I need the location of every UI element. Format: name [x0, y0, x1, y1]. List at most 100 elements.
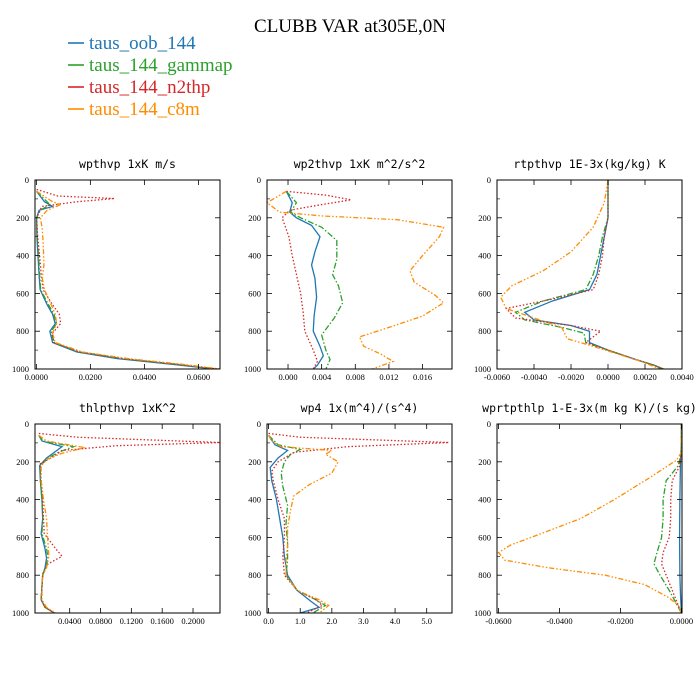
y-tick-label: 600: [16, 288, 29, 298]
panel-title: rtpthvp 1E-3x(kg/kg) K: [513, 157, 665, 171]
x-tick-label: 3.0: [358, 616, 369, 626]
x-tick-label: 0.0000: [596, 372, 619, 382]
x-tick-label: 0.0400: [133, 372, 156, 382]
y-tick-label: 200: [478, 457, 491, 467]
legend-entry: taus_oob_144: [89, 33, 196, 54]
x-tick-label: -0.0060: [484, 372, 510, 382]
panel-4: thlpthvp 1xK^2 0 200 400 600 800 1000 0.0400 0.0…: [12, 401, 221, 626]
y-tick-label: 800: [478, 326, 491, 336]
x-tick-label: 0.1600: [151, 616, 174, 626]
y-tick-label: 0: [487, 175, 491, 185]
panel-2: wp2thvp 1xK m^2/s^2 0 200 400 600 800 1000 0.00…: [244, 157, 453, 382]
panel-title: wp2thvp 1xK m^2/s^2: [294, 157, 426, 171]
figure-title: CLUBB VAR at305E,0N: [254, 16, 446, 37]
series-line-taus_144_c8m: [267, 190, 445, 369]
y-tick-label: 0: [487, 419, 491, 429]
panel-title: thlpthvp 1xK^2: [79, 401, 176, 415]
series-line-taus_144_c8m: [268, 435, 340, 613]
series-line-taus_144_gammap: [653, 424, 682, 613]
x-tick-label: 0.2000: [181, 616, 204, 626]
x-tick-label: 0.0000: [670, 616, 693, 626]
legend-entry: taus_144_gammap: [89, 55, 233, 76]
y-tick-label: 400: [16, 251, 29, 261]
x-tick-label: 0.000: [278, 372, 297, 382]
series-line-taus_144_n2thp: [38, 432, 220, 613]
y-tick-label: 1000: [474, 364, 491, 374]
panel-title: wprtpthlp 1-E-3x(m kg K)/(s kg): [482, 401, 697, 415]
x-tick-label: -0.0200: [607, 616, 633, 626]
plot-frame: [266, 179, 453, 370]
y-tick-label: 400: [16, 495, 29, 505]
x-tick-label: 0.016: [413, 372, 432, 382]
plot-frame: [34, 179, 221, 370]
x-tick-label: 0.0020: [633, 372, 656, 382]
series-line-taus_144_gammap: [268, 434, 327, 613]
x-tick-label: 0.0400: [58, 616, 81, 626]
x-tick-label: 0.0800: [89, 616, 112, 626]
series-line-taus_144_c8m: [499, 180, 661, 369]
y-tick-label: 200: [16, 213, 29, 223]
x-tick-label: 0.1200: [120, 616, 143, 626]
legend-entry: taus_144_n2thp: [89, 77, 210, 98]
y-tick-label: 600: [478, 532, 491, 542]
y-tick-label: 600: [248, 532, 261, 542]
x-tick-label: 0.0: [263, 616, 274, 626]
y-tick-label: 800: [248, 326, 261, 336]
x-tick-label: 0.0200: [79, 372, 102, 382]
y-tick-label: 200: [248, 457, 261, 467]
plot-frame: [34, 423, 221, 614]
y-tick-label: 800: [248, 570, 261, 580]
series-line-taus_144_c8m: [36, 190, 220, 369]
y-tick-label: 1000: [244, 364, 261, 374]
series-line-taus_oob_144: [285, 191, 325, 369]
y-tick-label: 1000: [474, 608, 491, 618]
y-tick-label: 200: [16, 457, 29, 467]
panel-6: wprtpthlp 1-E-3x(m kg K)/(s kg) 0 200 400 60…: [474, 401, 697, 626]
plot-frame: [266, 423, 453, 614]
y-tick-label: 1000: [244, 608, 261, 618]
series-line-taus_144_gammap: [285, 190, 344, 369]
x-tick-label: 0.0600: [187, 372, 210, 382]
x-tick-label: 4.0: [390, 616, 401, 626]
x-tick-label: 0.012: [379, 372, 398, 382]
y-tick-label: 800: [16, 570, 29, 580]
series-line-taus_144_n2thp: [504, 180, 664, 369]
y-tick-label: 1000: [12, 608, 29, 618]
x-tick-label: -0.0020: [558, 372, 584, 382]
x-tick-label: 0.0000: [25, 372, 48, 382]
series-line-taus_144_c8m: [38, 434, 86, 613]
series-line-taus_144_n2thp: [35, 188, 218, 369]
series-line-taus_144_gammap: [38, 434, 76, 613]
x-tick-label: -0.0400: [546, 616, 572, 626]
y-tick-label: 600: [248, 288, 261, 298]
series-line-taus_144_n2thp: [660, 424, 682, 613]
series-line-taus_144_n2thp: [268, 432, 449, 613]
series-line-taus_144_n2thp: [281, 190, 352, 369]
panel-3: rtpthvp 1E-3x(kg/kg) K02004006008001000-…: [474, 157, 694, 382]
plot-frame: [496, 423, 683, 614]
x-tick-label: 0.008: [346, 372, 365, 382]
x-tick-label: 1.0: [295, 616, 306, 626]
panel-title: wpthvp 1xK m/s: [79, 157, 176, 171]
y-tick-label: 600: [16, 532, 29, 542]
y-tick-label: 800: [16, 326, 29, 336]
y-tick-label: 400: [478, 495, 491, 505]
y-tick-label: 400: [248, 495, 261, 505]
y-tick-label: 200: [248, 213, 261, 223]
y-tick-label: 0: [257, 175, 261, 185]
series-line-taus_144_c8m: [497, 424, 682, 613]
series-line-taus_oob_144: [268, 434, 321, 613]
x-tick-label: -0.0040: [521, 372, 547, 382]
panel-title: wp4 1x(m^4)/(s^4): [301, 401, 419, 415]
series-line-taus_oob_144: [35, 190, 215, 369]
y-tick-label: 1000: [12, 364, 29, 374]
x-tick-label: 0.0040: [670, 372, 693, 382]
series-line-taus_144_gammap: [35, 190, 218, 369]
x-tick-label: -0.0600: [485, 616, 511, 626]
y-tick-label: 400: [478, 251, 491, 261]
y-tick-label: 600: [478, 288, 491, 298]
y-tick-label: 0: [25, 175, 29, 185]
